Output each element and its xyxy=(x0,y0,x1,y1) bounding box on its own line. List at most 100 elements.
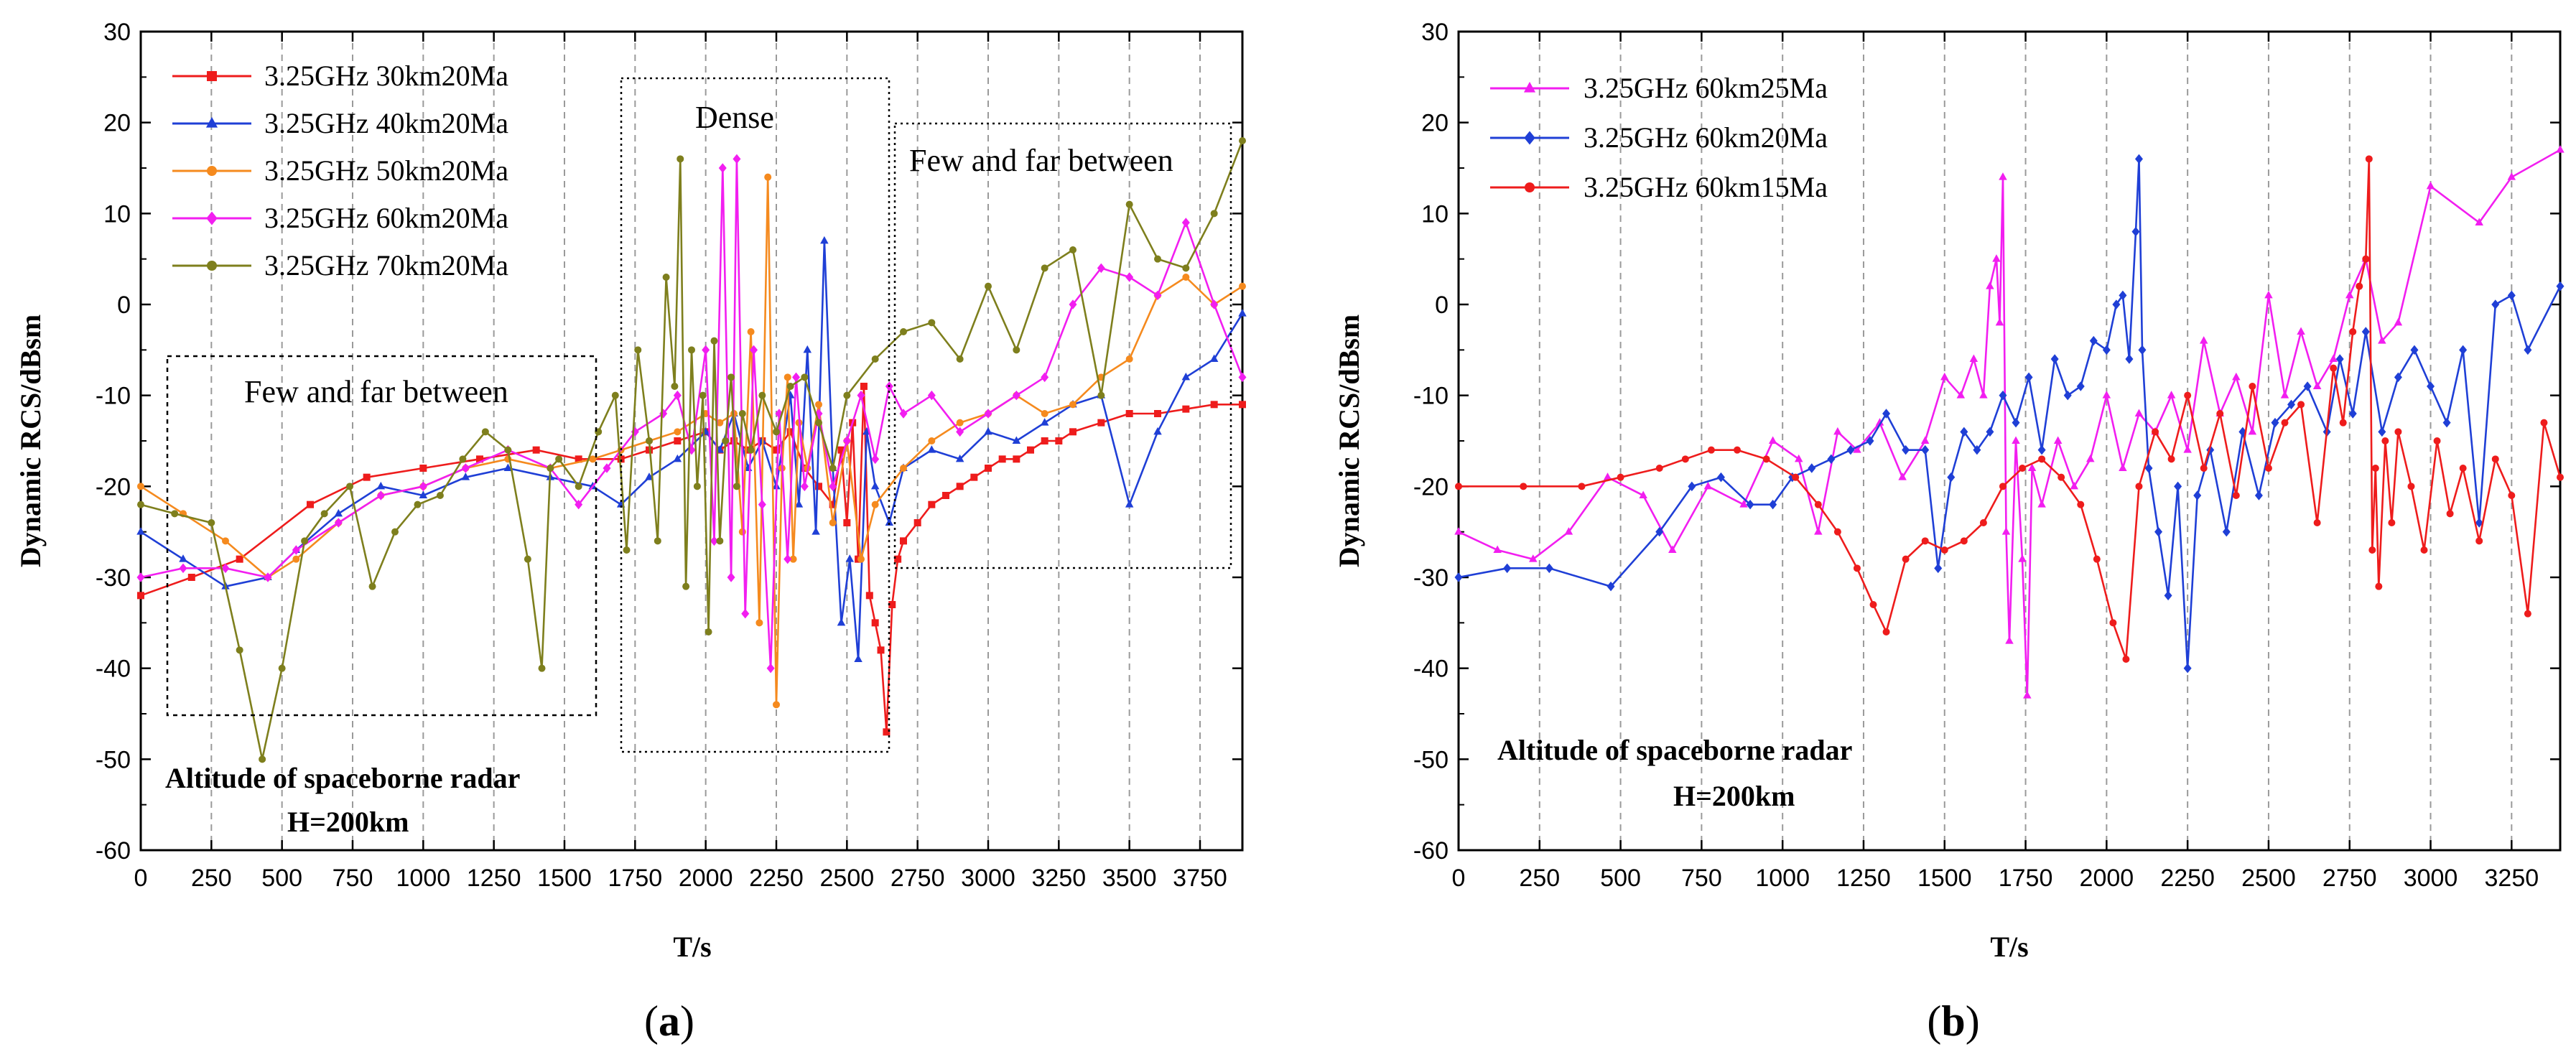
data-point xyxy=(2312,381,2322,389)
legend-swatch-marker xyxy=(207,261,217,271)
x-tick-label: 2500 xyxy=(2241,865,2296,892)
altitude-note-line2: H=200km xyxy=(287,806,409,838)
data-point xyxy=(984,427,992,435)
x-tick-label: 1000 xyxy=(396,865,451,892)
data-point xyxy=(998,455,1006,463)
data-point xyxy=(1999,390,2007,401)
legend-b-item: 3.25GHz 60km15Ma xyxy=(1490,171,1828,203)
data-point xyxy=(843,391,851,399)
data-point xyxy=(504,446,512,454)
data-point xyxy=(2001,527,2011,535)
data-point xyxy=(1902,555,1910,563)
data-point xyxy=(2459,345,2468,355)
data-point xyxy=(2394,372,2402,383)
data-point xyxy=(900,328,907,335)
data-point xyxy=(1716,472,1725,483)
data-point xyxy=(1055,437,1063,444)
y-tick-label: -50 xyxy=(1413,746,1449,773)
data-point xyxy=(829,481,837,492)
data-point xyxy=(1012,390,1020,401)
data-point xyxy=(179,563,187,574)
data-point xyxy=(928,500,936,508)
data-point xyxy=(1239,401,1246,409)
data-point xyxy=(555,455,563,463)
annotation-few-left: Few and far between xyxy=(244,374,508,409)
data-point xyxy=(1041,437,1048,444)
data-point xyxy=(461,472,470,480)
data-point xyxy=(928,319,936,327)
data-point xyxy=(459,455,467,463)
data-point xyxy=(2023,691,2032,699)
legend-marker xyxy=(205,116,218,128)
x-tick-label: 3500 xyxy=(1102,865,1157,892)
data-point xyxy=(2167,391,2176,399)
data-point xyxy=(634,346,642,354)
data-point xyxy=(503,463,513,471)
data-point xyxy=(705,628,712,635)
series-line xyxy=(1458,158,2562,670)
data-point xyxy=(1545,563,1553,574)
data-point xyxy=(2271,417,2279,428)
legend-marker xyxy=(1523,81,1536,93)
data-point xyxy=(1999,483,2007,490)
data-point xyxy=(2339,419,2347,427)
data-point xyxy=(970,473,978,481)
data-point xyxy=(985,282,992,290)
vertical-gridlines-a xyxy=(210,32,1201,850)
data-point xyxy=(1455,483,1462,490)
data-point xyxy=(1529,554,1538,562)
data-point xyxy=(259,755,266,763)
box-dense xyxy=(620,77,891,753)
x-tick-label: 250 xyxy=(1519,865,1560,892)
vertical-gridlines-b xyxy=(1538,32,2513,850)
data-point xyxy=(1898,472,1907,480)
data-point xyxy=(1869,601,1877,608)
data-point xyxy=(1960,427,1968,437)
data-point xyxy=(334,518,343,528)
y-tick-label: -60 xyxy=(96,837,131,865)
data-point xyxy=(956,355,964,363)
data-point xyxy=(1603,472,1612,480)
data-point xyxy=(1578,483,1586,490)
legend-a-label-5: 3.25GHz 70km20Ma xyxy=(264,249,508,281)
data-point xyxy=(2152,428,2159,436)
data-point xyxy=(2144,463,2153,473)
data-point xyxy=(1239,137,1246,144)
data-point xyxy=(1153,427,1162,435)
data-point xyxy=(702,345,710,355)
data-point xyxy=(956,419,964,427)
data-point xyxy=(758,391,766,399)
data-point xyxy=(1013,455,1020,463)
data-point xyxy=(2287,399,2296,410)
data-point xyxy=(829,500,837,508)
data-point xyxy=(222,537,229,545)
data-point xyxy=(2410,345,2419,355)
data-point xyxy=(2348,409,2357,419)
y-tick-label: 10 xyxy=(103,200,131,228)
data-point xyxy=(750,345,758,355)
y-axis-title-a: Dynamic RCS/dBsm xyxy=(14,315,47,567)
data-point xyxy=(1493,545,1502,553)
data-point xyxy=(815,401,822,409)
data-point xyxy=(2362,255,2370,263)
data-point xyxy=(927,445,936,453)
x-tick-label: 0 xyxy=(134,865,148,892)
x-tick-label: 2750 xyxy=(891,865,945,892)
data-point xyxy=(2063,390,2072,401)
y-tick-label: -50 xyxy=(96,746,131,773)
data-point xyxy=(674,437,682,444)
data-point xyxy=(2077,500,2085,508)
data-point xyxy=(1995,317,2004,326)
data-point xyxy=(2119,290,2127,301)
data-point xyxy=(2297,401,2305,409)
panel-label-a: (a) xyxy=(644,997,694,1045)
x-axis-title-a: T/s xyxy=(673,931,711,963)
data-point xyxy=(264,572,272,582)
data-point xyxy=(1655,526,1664,537)
x-tick-label: 750 xyxy=(1681,865,1722,892)
data-point xyxy=(1921,444,1930,455)
x-tick-label: 1250 xyxy=(1836,865,1891,892)
data-point xyxy=(673,390,682,401)
series-layer-a xyxy=(136,137,1247,763)
data-point xyxy=(2378,427,2386,437)
